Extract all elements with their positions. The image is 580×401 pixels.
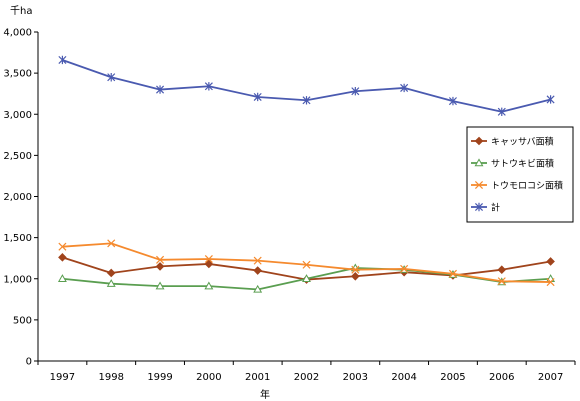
- data-point: [253, 284, 263, 293]
- data-point: [107, 239, 116, 248]
- y-tick-label: 3,500: [3, 69, 32, 80]
- series-4: [58, 55, 555, 116]
- legend-label: サトウキビ面積: [491, 158, 554, 170]
- unit-label: 千ha: [10, 5, 32, 17]
- data-point: [497, 107, 506, 116]
- data-point: [253, 266, 262, 275]
- y-tick-label: 500: [13, 315, 32, 326]
- data-point: [204, 281, 214, 290]
- series-3: [58, 239, 555, 287]
- x-tick-label: 1998: [99, 372, 124, 383]
- x-axis: 1997 1998 1999 2000 2001 2002 2003 2004 2005 2006…: [37, 360, 576, 383]
- data-point: [497, 265, 507, 275]
- data-point: [351, 87, 360, 96]
- y-tick-label: 1,500: [3, 233, 32, 244]
- data-point: [155, 281, 165, 290]
- y-tick-label: 0: [26, 357, 32, 368]
- y-axis: 0 500 1,000 1,500 2,000 2,500 3,000 3,500 4,000: [3, 28, 39, 368]
- data-point: [58, 242, 67, 251]
- data-point: [448, 96, 457, 106]
- legend-item: サトウキビ面積: [471, 158, 554, 170]
- y-tick-label: 4,000: [3, 28, 32, 39]
- data-point: [58, 55, 67, 65]
- legend-marker: [474, 180, 484, 190]
- y-tick-label: 2,500: [3, 151, 32, 162]
- y-tick-label: 1,000: [3, 274, 32, 285]
- data-point: [204, 259, 214, 269]
- data-point: [546, 278, 555, 287]
- data-point: [302, 96, 311, 105]
- x-tick-label: 2005: [440, 372, 465, 383]
- data-point: [155, 262, 165, 271]
- y-tick-label: 2,000: [3, 192, 32, 203]
- x-tick-label: 1997: [50, 372, 75, 383]
- x-tick-label: 2004: [391, 372, 416, 383]
- data-point: [106, 279, 116, 287]
- data-point: [302, 260, 311, 269]
- data-point: [351, 271, 360, 281]
- legend-marker: [474, 202, 484, 212]
- x-tick-label: 1999: [147, 372, 172, 383]
- legend-item: 計: [471, 202, 500, 214]
- data-point: [448, 269, 457, 278]
- data-point: [204, 82, 213, 91]
- x-tick-label: 2006: [489, 372, 514, 383]
- data-point: [400, 83, 409, 93]
- data-point: [351, 265, 360, 274]
- data-point: [302, 274, 311, 282]
- legend-label: トウモロコシ面積: [491, 180, 563, 192]
- x-tick-label: 2000: [196, 372, 221, 383]
- data-point: [107, 73, 116, 82]
- x-tick-label: 2007: [538, 372, 563, 383]
- x-tick-label: 2002: [294, 372, 319, 383]
- x-axis-label: 年: [260, 388, 270, 401]
- data-point: [156, 255, 165, 264]
- data-point: [106, 268, 116, 278]
- legend-marker: [474, 136, 484, 146]
- series-lines: [57, 55, 556, 293]
- data-point: [204, 254, 213, 264]
- data-point: [253, 92, 262, 102]
- x-tick-label: 2001: [245, 372, 270, 383]
- data-point: [156, 85, 165, 94]
- legend-item: トウモロコシ面積: [471, 180, 563, 192]
- data-point: [546, 257, 555, 266]
- legend-item: キャッサバ面積: [471, 136, 554, 148]
- data-point: [58, 253, 67, 262]
- legend-marker: [474, 158, 484, 167]
- data-point: [400, 264, 409, 273]
- data-point: [497, 277, 506, 286]
- y-tick-label: 3,000: [3, 110, 32, 121]
- data-point: [57, 274, 67, 282]
- data-point: [546, 95, 555, 104]
- data-point: [253, 256, 262, 265]
- legend-label: キャッサバ面積: [491, 136, 554, 148]
- legend-label: 計: [491, 202, 500, 214]
- x-tick-label: 2003: [343, 372, 368, 383]
